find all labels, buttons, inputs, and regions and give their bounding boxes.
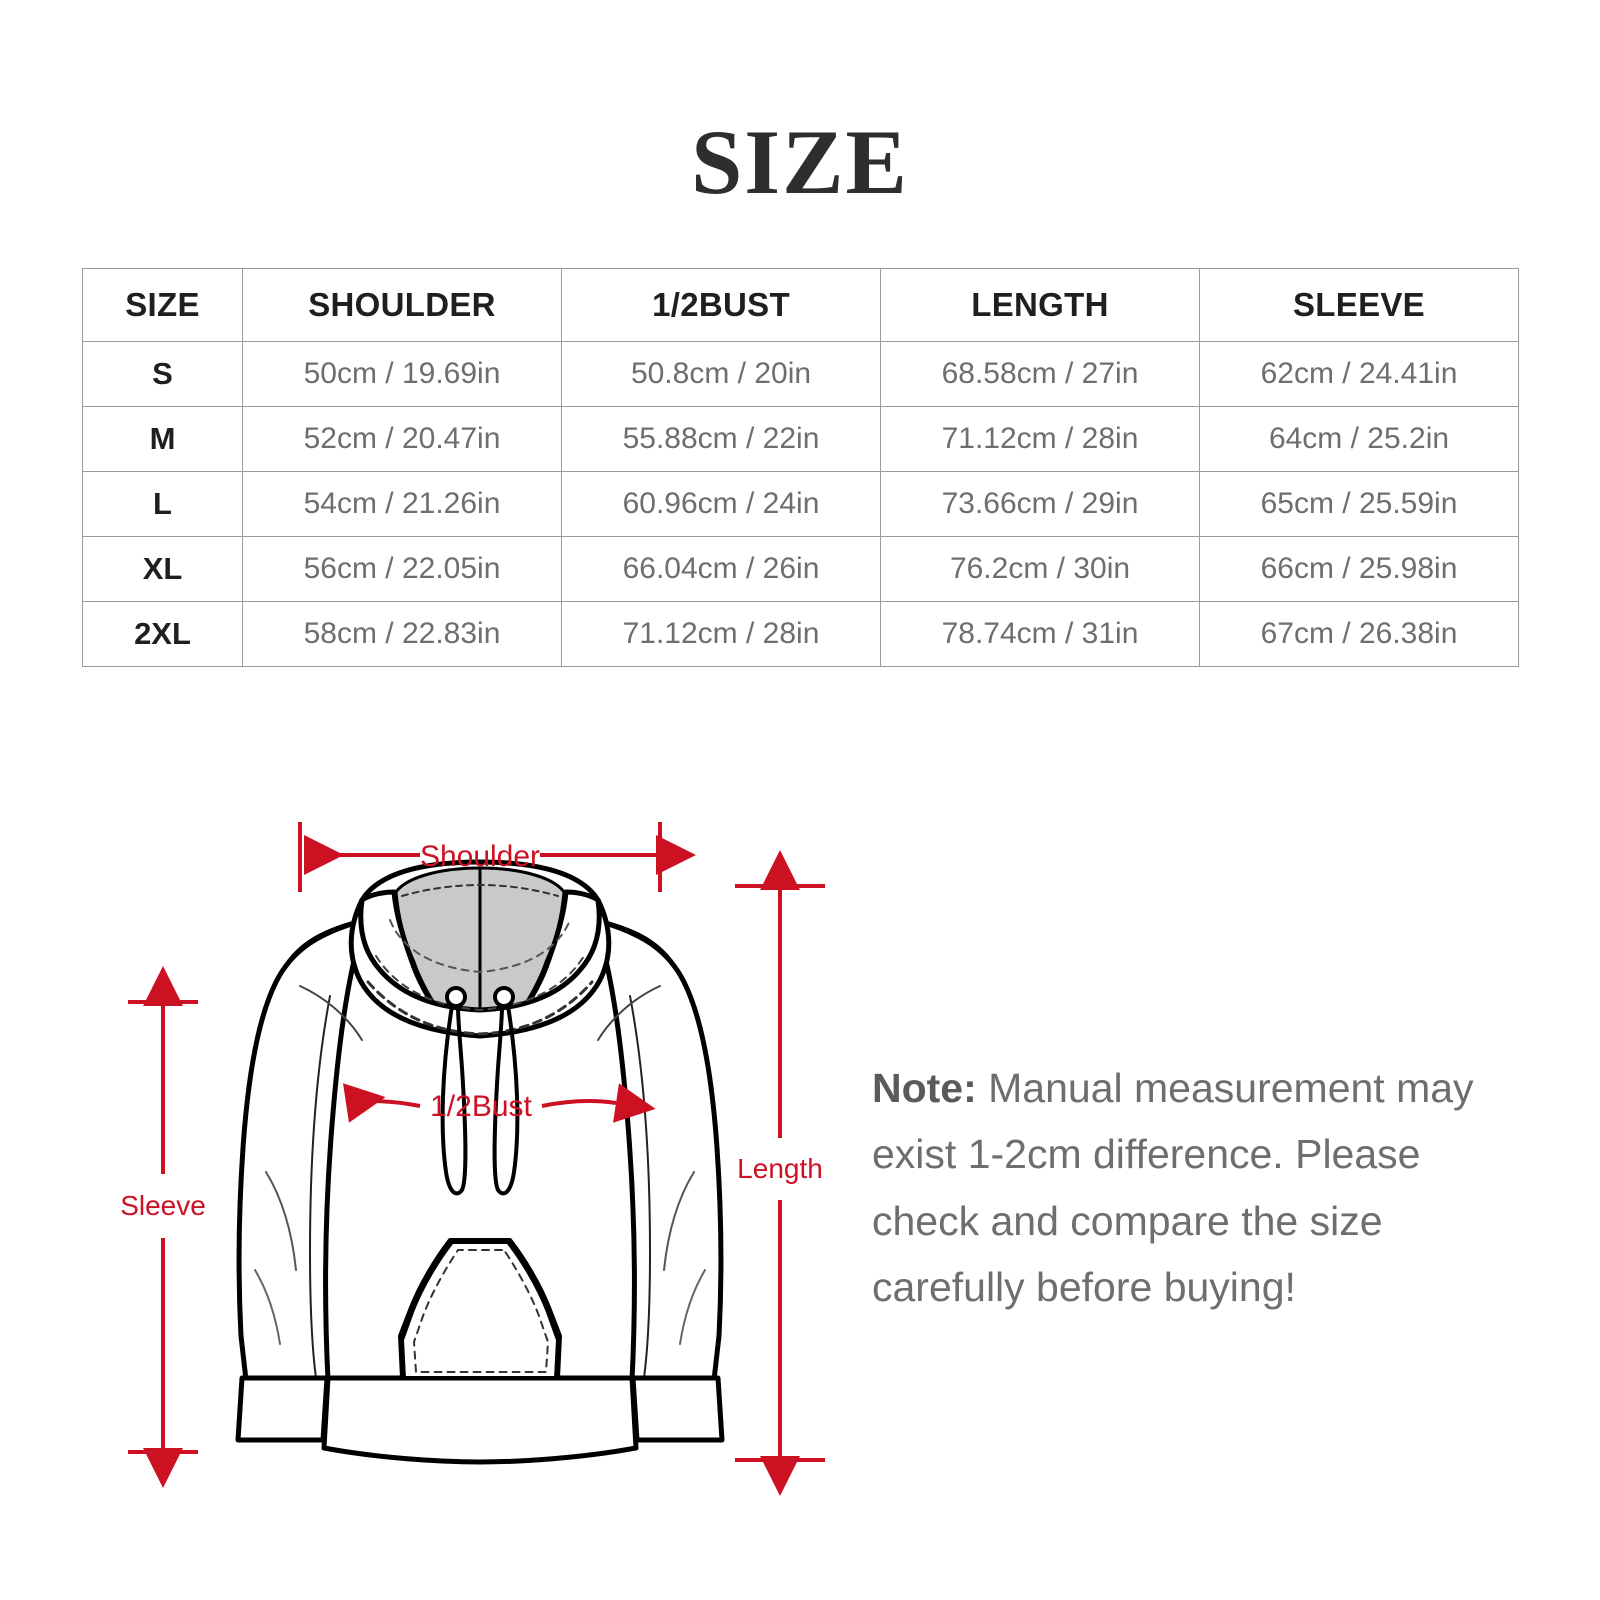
note-block: Note: Manual measurement may exist 1-2cm… — [872, 1055, 1492, 1321]
right-cuff — [630, 1375, 725, 1443]
column-header-size: SIZE — [82, 268, 243, 342]
right-sleeve-seam — [629, 995, 651, 1379]
column-header-sleeve: SLEEVE — [1199, 268, 1519, 342]
left-cuff — [235, 1375, 330, 1443]
column-header-shoulder: SHOULDER — [242, 268, 562, 342]
cell-length: 73.66cm / 29in — [880, 471, 1200, 537]
cell-shoulder: 58cm / 22.83in — [242, 601, 562, 667]
hood-drape-stitch — [375, 955, 585, 1011]
bottom-hem-band — [321, 1375, 639, 1465]
neckline-band — [366, 980, 594, 1036]
cell-shoulder: 52cm / 20.47in — [242, 406, 562, 472]
right-eyelet — [493, 986, 515, 1008]
cell-halfbust: 60.96cm / 24in — [561, 471, 881, 537]
hood-lining-stitch — [401, 884, 559, 897]
cell-size: L — [82, 471, 243, 537]
note-text: Manual measurement may exist 1-2cm diffe… — [872, 1065, 1474, 1311]
cell-size: M — [82, 406, 243, 472]
hood-drape-stitch-2 — [389, 919, 571, 973]
table-row: XL 56cm / 22.05in 66.04cm / 26in 76.2cm … — [82, 536, 1519, 602]
right-drawstring — [492, 1004, 520, 1196]
note-label: Note: — [872, 1065, 977, 1111]
shoulder-label: Shoulder — [420, 840, 540, 873]
left-sleeve — [236, 919, 361, 1383]
cell-size: 2XL — [82, 601, 243, 667]
table-row: M 52cm / 20.47in 55.88cm / 22in 71.12cm … — [82, 406, 1519, 472]
table-header-row: SIZE SHOULDER 1/2BUST LENGTH SLEEVE — [82, 268, 1519, 342]
left-sleeve-seam — [309, 995, 331, 1379]
left-drawstring — [440, 1004, 468, 1196]
left-shoulder-wrinkle — [299, 985, 363, 1041]
hood-drape-left — [348, 897, 612, 1039]
halfbust-arrow-right — [541, 1083, 656, 1123]
cell-size: S — [82, 341, 243, 407]
cell-shoulder: 50cm / 19.69in — [242, 341, 562, 407]
measurement-diagram: Shoulder 1/2Bust Sleeve Length — [90, 800, 880, 1520]
left-sleeve-wrinkle-2 — [254, 1269, 281, 1345]
column-header-length: LENGTH — [880, 268, 1200, 342]
measure-annotations: Shoulder 1/2Bust Sleeve Length — [120, 822, 825, 1496]
right-sleeve-wrinkle-2 — [679, 1269, 706, 1345]
cell-sleeve: 66cm / 25.98in — [1199, 536, 1519, 602]
shoulder-measure: Shoulder — [298, 822, 696, 892]
cell-size: XL — [82, 536, 243, 602]
table-row: 2XL 58cm / 22.83in 71.12cm / 28in 78.74c… — [82, 601, 1519, 667]
cell-length: 78.74cm / 31in — [880, 601, 1200, 667]
cell-halfbust: 50.8cm / 20in — [561, 341, 881, 407]
cell-halfbust: 66.04cm / 26in — [561, 536, 881, 602]
column-header-halfbust: 1/2BUST — [561, 268, 881, 342]
right-sleeve-wrinkle — [663, 1171, 695, 1271]
cell-sleeve: 62cm / 24.41in — [1199, 341, 1519, 407]
page-title: SIZE — [691, 111, 909, 213]
cell-length: 76.2cm / 30in — [880, 536, 1200, 602]
sleeve-measure: Sleeve — [120, 966, 206, 1488]
cell-shoulder: 54cm / 21.26in — [242, 471, 562, 537]
left-eyelet — [445, 986, 467, 1008]
cell-halfbust: 71.12cm / 28in — [561, 601, 881, 667]
halfbust-arrow-left — [343, 1083, 421, 1123]
sleeve-label: Sleeve — [120, 1190, 206, 1221]
cell-halfbust: 55.88cm / 22in — [561, 406, 881, 472]
size-chart-table: SIZE SHOULDER 1/2BUST LENGTH SLEEVE S 50… — [82, 268, 1519, 667]
length-label: Length — [737, 1153, 823, 1184]
halfbust-measure: 1/2Bust — [343, 1083, 656, 1123]
cell-sleeve: 65cm / 25.59in — [1199, 471, 1519, 537]
cell-shoulder: 56cm / 22.05in — [242, 536, 562, 602]
left-sleeve-wrinkle — [265, 1171, 297, 1271]
halfbust-label: 1/2Bust — [430, 1090, 532, 1123]
cell-sleeve: 67cm / 26.38in — [1199, 601, 1519, 667]
right-shoulder-wrinkle — [597, 985, 661, 1041]
length-measure: Length — [735, 850, 825, 1496]
table-row: S 50cm / 19.69in 50.8cm / 20in 68.58cm /… — [82, 341, 1519, 407]
cell-sleeve: 64cm / 25.2in — [1199, 406, 1519, 472]
table-row: L 54cm / 21.26in 60.96cm / 24in 73.66cm … — [82, 471, 1519, 537]
cell-length: 68.58cm / 27in — [880, 341, 1200, 407]
cell-length: 71.12cm / 28in — [880, 406, 1200, 472]
hoodie-illustration — [235, 859, 725, 1465]
pocket-stitching — [413, 1249, 549, 1373]
